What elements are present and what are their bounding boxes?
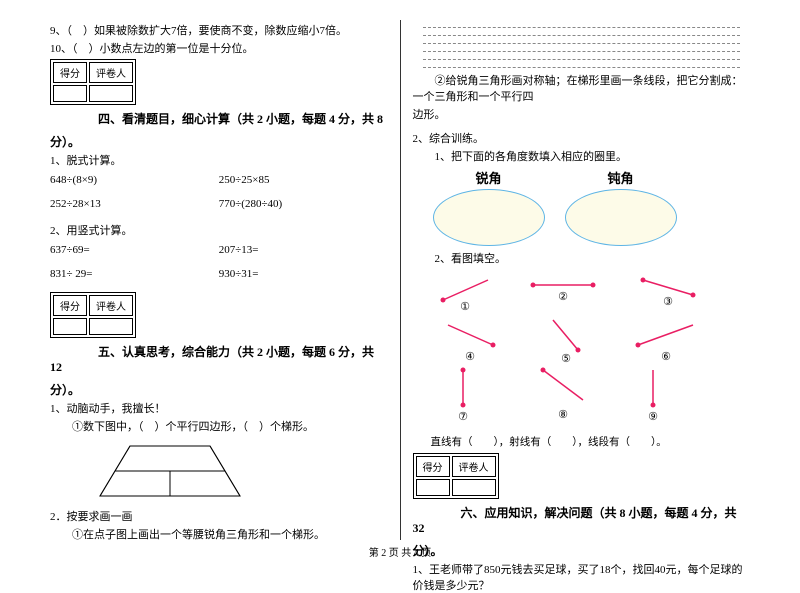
sec4-item1: 1、脱式计算。 [50, 152, 388, 168]
svg-text:⑦: ⑦ [458, 411, 468, 423]
oval-obtuse [565, 189, 677, 246]
sec5-item2-combined: 2、综合训练。 [413, 130, 751, 146]
svg-text:⑧: ⑧ [558, 409, 568, 421]
q9: 9、（ ）如果被除数扩大7倍，要使商不变，除数应缩小7倍。 [50, 22, 388, 38]
oval-label-acute: 锐角 [433, 168, 545, 187]
svg-text:③: ③ [663, 296, 673, 308]
answer-lines [423, 20, 741, 68]
section-5-title: 五、认真思考，综合能力（共 2 小题，每题 6 分，共 12 [50, 345, 374, 374]
section-4-title: 四、看清题目，细心计算（共 2 小题，每题 4 分，共 8 [50, 112, 383, 126]
sec5-comb1: 1、把下面的各角度数填入相应的圈里。 [413, 148, 751, 164]
calc-1b: 250÷25×85 [219, 174, 388, 186]
section-4-points: 分）。 [50, 135, 80, 149]
svg-text:①: ① [460, 301, 470, 313]
ovals-diagram: 锐角 钝角 [433, 168, 751, 246]
score-box-5: 得分评卷人 [50, 292, 136, 338]
oval-acute [433, 189, 545, 246]
calc-1a: 648÷(8×9) [50, 174, 219, 186]
sec5-item2: 2．按要求画一画 [50, 508, 388, 524]
svg-text:⑥: ⑥ [661, 351, 671, 363]
sec5-item2b2: 边形。 [413, 106, 751, 122]
score-box-4: 得分评卷人 [50, 59, 136, 105]
svg-text:⑨: ⑨ [648, 411, 658, 423]
sec4-item2: 2、用竖式计算。 [50, 222, 388, 238]
sec5-item1: 1、动脑动手，我擅长！ [50, 400, 388, 416]
sec5-item2b: ②给锐角三角形画对称轴；在梯形里画一条线段，把它分割成：一个三角形和一个平行四 [413, 72, 751, 104]
score-box-6: 得分评卷人 [413, 453, 499, 499]
trapezoid-figure [90, 436, 250, 506]
calc-1d: 770÷(280÷40) [219, 198, 388, 210]
sec6-q1: 1、王老师带了850元钱去买足球，买了18个，找回40元，每个足球的价钱是多少元… [413, 561, 751, 593]
sec5-comb2: 2、看图填空。 [413, 250, 751, 266]
page-footer: 第 2 页 共 4 页 [0, 544, 800, 559]
oval-label-obtuse: 钝角 [565, 168, 677, 187]
sec5-item2a: ①在点子图上画出一个等腰锐角三角形和一个梯形。 [50, 526, 388, 542]
sec5-item1a: ①数下图中，（ ）个平行四边形，（ ）个梯形。 [50, 418, 388, 434]
section-6-title: 六、应用知识，解决问题（共 8 小题，每题 4 分，共 32 [413, 506, 737, 535]
calc-2a: 637÷69= [50, 244, 219, 256]
q10: 10、（ ）小数点左边的第一位是十分位。 [50, 40, 388, 56]
svg-text:⑤: ⑤ [561, 353, 571, 365]
fill-lines-row: 直线有（ ），射线有（ ），线段有（ ）。 [431, 434, 751, 449]
svg-text:④: ④ [465, 351, 475, 363]
svg-text:②: ② [558, 291, 568, 303]
calc-2b: 207÷13= [219, 244, 388, 256]
section-5-points: 分）。 [50, 383, 80, 397]
calc-2c: 831÷ 29= [50, 268, 219, 280]
lines-diagram: ① ② ③ ④ ⑤ ⑥ ⑦ ⑧ ⑨ [423, 270, 723, 430]
calc-1c: 252÷28×13 [50, 198, 219, 210]
calc-2d: 930÷31= [219, 268, 388, 280]
